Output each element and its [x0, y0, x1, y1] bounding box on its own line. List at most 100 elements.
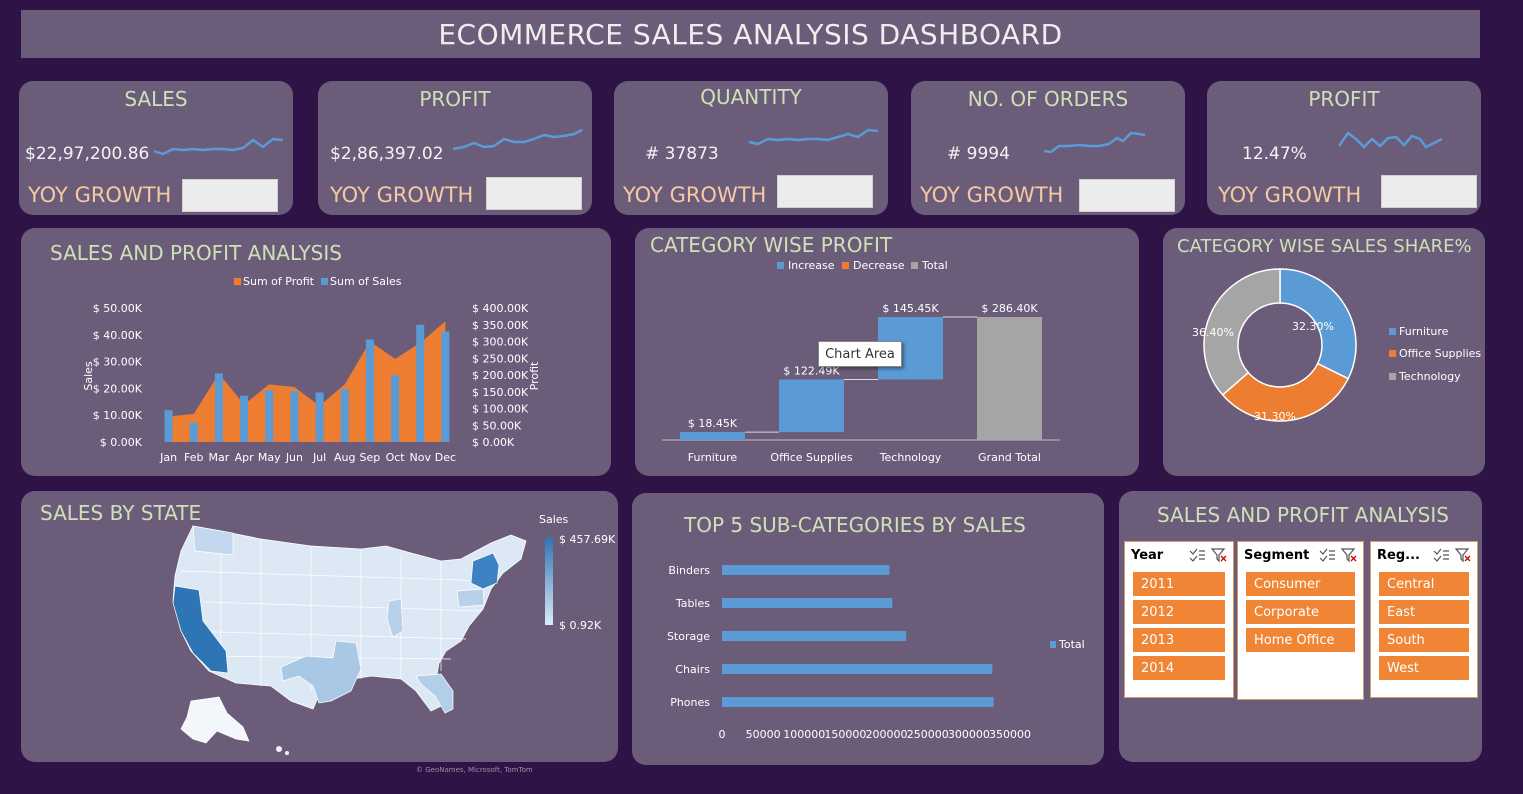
y2-tick-label: $ 200.00K — [472, 369, 529, 382]
kpi-value: 12.47% — [1242, 144, 1307, 164]
slicer-header-label: Year — [1131, 547, 1164, 563]
region-slicer[interactable]: Reg... Central East South West — [1370, 541, 1478, 698]
y2-tick-label: $ 400.00K — [472, 302, 529, 315]
map-credit: © GeoNames, Microsoft, TomTom — [416, 766, 533, 774]
top5-chart[interactable]: Binders Tables Storage Chairs Phones 0 50000 10… — [632, 493, 1104, 765]
dashboard-title: ECOMMERCE SALES ANALYSIS DASHBOARD — [21, 10, 1480, 58]
y-tick-label: Tables — [675, 597, 710, 610]
kpi-title: PROFIT — [1308, 87, 1380, 111]
top5-panel[interactable]: TOP 5 SUB-CATEGORIES BY SALES Binders Tab… — [632, 493, 1104, 765]
sales-profit-panel[interactable]: SALES AND PROFIT ANALYSIS Sum of Profit S… — [21, 228, 611, 476]
y2-tick-label: $ 350.00K — [472, 319, 529, 332]
multi-select-icon[interactable] — [1189, 548, 1205, 562]
slicer-item-corporate[interactable]: Corporate — [1246, 600, 1355, 624]
donut-slice — [1203, 268, 1281, 396]
slicer-item-2014[interactable]: 2014 — [1133, 656, 1225, 680]
kpi-value: # 9994 — [947, 144, 1010, 164]
kpi-card-profit[interactable]: PROFIT $2,86,397.02 YOY GROWTH — [318, 81, 592, 215]
slicer-item-2012[interactable]: 2012 — [1133, 600, 1225, 624]
legend-swatch-sales — [321, 278, 328, 285]
data-label: $ 145.45K — [882, 302, 939, 315]
kpi-card-sales[interactable]: SALES $22,97,200.86 YOY GROWTH — [19, 81, 293, 215]
sales-bar — [214, 373, 223, 442]
kpi-sparkline — [153, 137, 284, 156]
data-label: $ 122.49K — [783, 364, 840, 377]
slicer-item-2013[interactable]: 2013 — [1133, 628, 1225, 652]
sales-bar — [164, 410, 173, 442]
x-tick-label: Jan — [159, 451, 177, 464]
section-title: SALES AND PROFIT ANALYSIS — [1157, 503, 1449, 527]
x-tick-label: 150000 — [824, 728, 866, 741]
category-profit-chart[interactable]: Increase Decrease Total $ 18.45K Furniture $ … — [635, 228, 1139, 476]
sales-bar — [315, 392, 324, 442]
data-label: 36.40% — [1192, 326, 1234, 339]
kpi-yoy-label: YOY GROWTH — [623, 183, 767, 207]
kpi-yoy-box — [1079, 179, 1175, 212]
segment-slicer[interactable]: Segment Consumer Corporate Home Office — [1237, 541, 1364, 700]
section-title: TOP 5 SUB-CATEGORIES BY SALES — [684, 513, 1026, 537]
slicer-item-south[interactable]: South — [1379, 628, 1469, 652]
slicer-item-west[interactable]: West — [1379, 656, 1469, 680]
slicer-header-label: Reg... — [1377, 547, 1420, 563]
x-tick-label: Feb — [184, 451, 203, 464]
legend-label: Decrease — [853, 259, 905, 272]
slicer-item-east[interactable]: East — [1379, 600, 1469, 624]
sales-by-state-panel[interactable]: SALES BY STATE — [21, 491, 618, 762]
clear-filter-icon[interactable] — [1454, 548, 1471, 563]
section-title: CATEGORY WISE SALES SHARE% — [1177, 236, 1472, 257]
y-tick-label: $ 30.00K — [93, 356, 143, 369]
x-tick-label: Nov — [410, 451, 432, 464]
x-tick-label: Oct — [386, 451, 406, 464]
multi-select-icon[interactable] — [1319, 548, 1335, 562]
x-tick-label: Technology — [879, 451, 942, 464]
year-slicer[interactable]: Year 2011 2012 2013 2014 — [1124, 541, 1234, 698]
sales-bar — [189, 422, 198, 442]
y2-tick-label: $ 150.00K — [472, 386, 529, 399]
clear-filter-icon[interactable] — [1210, 548, 1227, 563]
data-label: $ 18.45K — [688, 417, 738, 430]
y2-tick-label: $ 250.00K — [472, 352, 529, 365]
category-share-panel[interactable]: CATEGORY WISE SALES SHARE% 32.30% 31.30% 3… — [1163, 228, 1485, 476]
y-tick-label: Binders — [668, 564, 710, 577]
kpi-card-quantity[interactable]: QUANTITY # 37873 YOY GROWTH — [614, 81, 888, 215]
us-map[interactable]: Sales $ 457.69K $ 0.92K — [21, 491, 618, 762]
y-tick-label: Chairs — [675, 663, 710, 676]
waterfall-bar — [977, 317, 1042, 440]
section-title: CATEGORY WISE PROFIT — [650, 233, 893, 257]
x-tick-label: 50000 — [746, 728, 781, 741]
state-alaska — [180, 696, 250, 744]
kpi-yoy-box — [182, 179, 278, 212]
slicer-item-2011[interactable]: 2011 — [1133, 572, 1225, 596]
y-tick-label: $ 10.00K — [93, 409, 143, 422]
state-illinois — [386, 598, 404, 638]
state-florida — [415, 673, 454, 714]
waterfall-bar — [680, 432, 745, 440]
multi-select-icon[interactable] — [1433, 548, 1449, 562]
legend-swatch — [911, 262, 918, 269]
kpi-title: QUANTITY — [700, 85, 802, 109]
sales-profit-chart[interactable]: Sum of Profit Sum of Sales $ 0.00K $ 10.00K… — [21, 228, 611, 476]
x-tick-label: 200000 — [866, 728, 908, 741]
legend-label: Increase — [788, 259, 835, 272]
donut-slice — [1221, 362, 1350, 422]
legend-swatch — [1389, 373, 1396, 380]
slicer-header: Year — [1125, 542, 1233, 568]
y-tick-label: $ 20.00K — [93, 382, 143, 395]
map-legend-max: $ 457.69K — [559, 533, 616, 546]
kpi-yoy-box — [486, 177, 582, 210]
clear-filter-icon[interactable] — [1340, 548, 1357, 563]
category-share-chart[interactable]: 32.30% 31.30% 36.40% Furniture Office Suppli… — [1163, 228, 1485, 476]
hbar — [722, 664, 993, 674]
profit-area — [168, 321, 446, 442]
x-tick-label: Mar — [209, 451, 230, 464]
y2-tick-label: $ 100.00K — [472, 403, 529, 416]
legend-label: Office Supplies — [1399, 347, 1481, 360]
slicer-item-home-office[interactable]: Home Office — [1246, 628, 1355, 652]
kpi-card-profit-margin[interactable]: PROFIT 12.47% YOY GROWTH — [1207, 81, 1481, 215]
slicer-item-central[interactable]: Central — [1379, 572, 1469, 596]
kpi-card-orders[interactable]: NO. OF ORDERS # 9994 YOY GROWTH — [911, 81, 1185, 215]
slicer-item-consumer[interactable]: Consumer — [1246, 572, 1355, 596]
kpi-sparkline — [452, 128, 583, 151]
kpi-yoy-box — [777, 175, 873, 208]
x-tick-label: May — [258, 451, 281, 464]
